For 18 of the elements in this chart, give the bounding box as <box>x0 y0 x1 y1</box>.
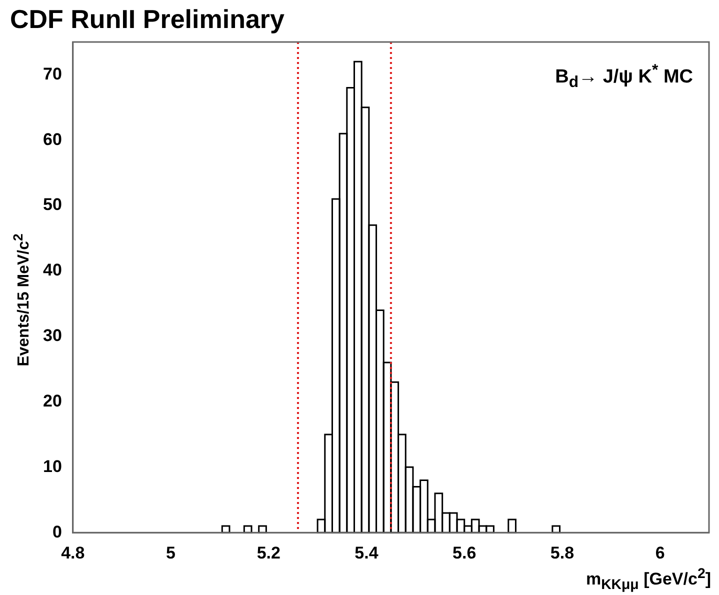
x-tick-label: 5.6 <box>452 543 476 562</box>
y-tick-label: 40 <box>42 260 62 280</box>
y-tick-label: 50 <box>42 195 62 214</box>
x-tick-label: 6 <box>655 543 665 562</box>
y-tick-label: 0 <box>52 522 62 542</box>
x-tick-label: 5.2 <box>256 543 280 562</box>
annotation: B$_{d}$→ J/ψ K$^{*}$ MC <box>555 62 693 92</box>
x-tick-label: 5.8 <box>550 543 574 562</box>
x-tick-label: 5 <box>166 543 176 562</box>
x-tick-label: 4.8 <box>61 543 85 562</box>
y-tick-label: 60 <box>42 130 62 149</box>
y-tick-label: 10 <box>42 456 62 476</box>
x-tick-label: 5.4 <box>354 543 379 562</box>
x-axis-title: m$_{KKμμ}$ [GeV/c$^{2}$] <box>586 566 711 594</box>
y-tick-label: 70 <box>42 64 62 84</box>
y-tick-label: 20 <box>42 391 62 410</box>
y-tick-label: 30 <box>42 326 62 346</box>
chart-title: CDF RunII Preliminary <box>10 4 284 35</box>
